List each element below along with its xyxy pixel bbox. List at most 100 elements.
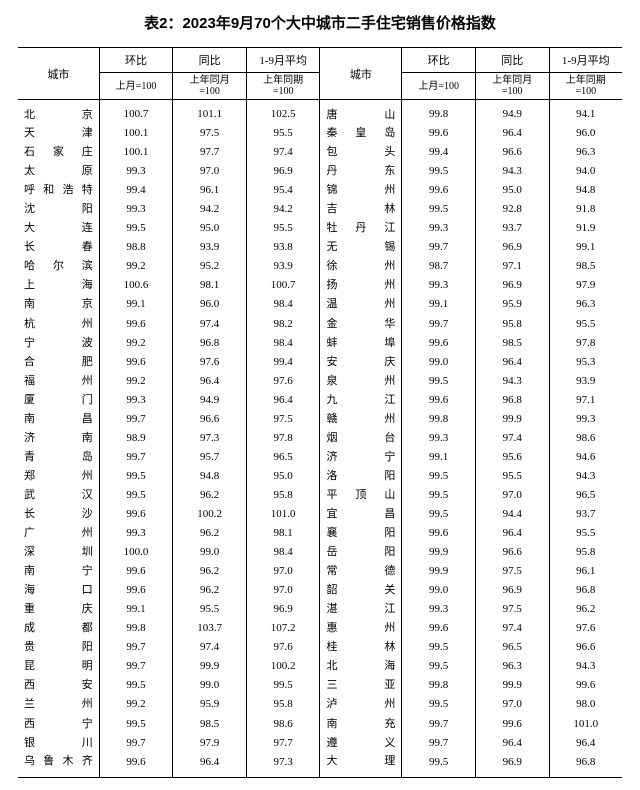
mom-left: 99.7	[99, 448, 173, 467]
table-row: 宁波99.296.898.4蚌埠99.698.597.8	[18, 334, 622, 353]
yoy-left: 97.4	[173, 315, 247, 334]
table-row: 昆明99.799.9100.2北海99.596.394.3	[18, 657, 622, 676]
avg-left: 98.2	[246, 315, 320, 334]
avg-left: 95.8	[246, 486, 320, 505]
city-right: 遵义	[320, 734, 402, 753]
yoy-left: 95.0	[173, 219, 247, 238]
avg-right: 96.8	[549, 581, 622, 600]
avg-left: 97.0	[246, 581, 320, 600]
yoy-right: 97.5	[475, 600, 549, 619]
avg-left: 95.0	[246, 467, 320, 486]
table-row: 天津100.197.595.5秦皇岛99.696.496.0	[18, 124, 622, 143]
mom-right: 99.3	[402, 600, 476, 619]
avg-left: 96.5	[246, 448, 320, 467]
mom-left: 99.2	[99, 334, 173, 353]
table-row: 大连99.595.095.5牡丹江99.393.791.9	[18, 219, 622, 238]
city-left: 北京	[18, 100, 99, 125]
avg-right: 97.1	[549, 391, 622, 410]
yoy-right: 95.0	[475, 181, 549, 200]
city-right: 锦州	[320, 181, 402, 200]
avg-right: 97.8	[549, 334, 622, 353]
mom-left: 99.6	[99, 753, 173, 778]
yoy-right: 97.1	[475, 257, 549, 276]
mom-right: 99.6	[402, 391, 476, 410]
city-right: 徐州	[320, 257, 402, 276]
table-row: 哈尔滨99.295.293.9徐州98.797.198.5	[18, 257, 622, 276]
mom-right: 99.5	[402, 638, 476, 657]
yoy-left: 95.5	[173, 600, 247, 619]
table-row: 成都99.8103.7107.2惠州99.697.497.6	[18, 619, 622, 638]
table-row: 深圳100.099.098.4岳阳99.996.695.8	[18, 543, 622, 562]
table-row: 贵阳99.797.497.6桂林99.596.596.6	[18, 638, 622, 657]
city-left: 长春	[18, 238, 99, 257]
yoy-right: 97.4	[475, 619, 549, 638]
table-row: 武汉99.596.295.8平顶山99.597.096.5	[18, 486, 622, 505]
avg-left: 96.9	[246, 600, 320, 619]
city-left: 长沙	[18, 505, 99, 524]
mom-right: 99.6	[402, 181, 476, 200]
avg-left: 97.8	[246, 429, 320, 448]
hdr-mom-left: 环比	[99, 48, 173, 73]
mom-right: 99.8	[402, 676, 476, 695]
avg-right: 95.5	[549, 524, 622, 543]
table-row: 济南98.997.397.8烟台99.397.498.6	[18, 429, 622, 448]
yoy-right: 95.5	[475, 467, 549, 486]
avg-right: 98.0	[549, 695, 622, 714]
city-right: 岳阳	[320, 543, 402, 562]
avg-right: 94.6	[549, 448, 622, 467]
avg-right: 91.8	[549, 200, 622, 219]
table-row: 沈阳99.394.294.2吉林99.592.891.8	[18, 200, 622, 219]
yoy-left: 94.2	[173, 200, 247, 219]
mom-left: 98.9	[99, 429, 173, 448]
avg-right: 91.9	[549, 219, 622, 238]
yoy-left: 96.4	[173, 753, 247, 778]
mom-left: 99.7	[99, 410, 173, 429]
yoy-right: 98.5	[475, 334, 549, 353]
mom-right: 99.1	[402, 295, 476, 314]
yoy-right: 99.9	[475, 676, 549, 695]
yoy-left: 103.7	[173, 619, 247, 638]
city-right: 安庆	[320, 353, 402, 372]
city-right: 包头	[320, 143, 402, 162]
hdr-yoy-sub-l: 上年同月=100	[173, 73, 247, 100]
mom-right: 99.3	[402, 429, 476, 448]
table-row: 长沙99.6100.2101.0宜昌99.594.493.7	[18, 505, 622, 524]
hdr-yoy-left: 同比	[173, 48, 247, 73]
mom-right: 99.7	[402, 734, 476, 753]
price-index-table: 城市 环比 同比 1-9月平均 城市 环比 同比 1-9月平均 上月=100 上…	[18, 47, 622, 778]
avg-left: 94.2	[246, 200, 320, 219]
avg-right: 99.3	[549, 410, 622, 429]
city-left: 大连	[18, 219, 99, 238]
city-left: 成都	[18, 619, 99, 638]
table-row: 南昌99.796.697.5赣州99.899.999.3	[18, 410, 622, 429]
city-right: 三亚	[320, 676, 402, 695]
mom-left: 100.1	[99, 124, 173, 143]
yoy-left: 94.8	[173, 467, 247, 486]
city-left: 太原	[18, 162, 99, 181]
yoy-left: 99.0	[173, 676, 247, 695]
yoy-left: 100.2	[173, 505, 247, 524]
mom-right: 99.9	[402, 543, 476, 562]
mom-right: 99.5	[402, 505, 476, 524]
yoy-right: 96.4	[475, 734, 549, 753]
avg-left: 98.6	[246, 715, 320, 734]
table-row: 上海100.698.1100.7扬州99.396.997.9	[18, 276, 622, 295]
yoy-left: 97.9	[173, 734, 247, 753]
city-left: 西宁	[18, 715, 99, 734]
avg-right: 95.8	[549, 543, 622, 562]
city-left: 兰州	[18, 695, 99, 714]
yoy-right: 96.9	[475, 276, 549, 295]
mom-right: 99.8	[402, 410, 476, 429]
mom-right: 99.5	[402, 753, 476, 778]
city-left: 广州	[18, 524, 99, 543]
avg-left: 96.4	[246, 391, 320, 410]
hdr-avg-sub-l: 上年同期=100	[246, 73, 320, 100]
avg-left: 100.7	[246, 276, 320, 295]
city-right: 湛江	[320, 600, 402, 619]
yoy-right: 99.6	[475, 715, 549, 734]
city-right: 蚌埠	[320, 334, 402, 353]
hdr-yoy-sub-r: 上年同月=100	[475, 73, 549, 100]
city-left: 贵阳	[18, 638, 99, 657]
mom-right: 99.4	[402, 143, 476, 162]
avg-left: 98.1	[246, 524, 320, 543]
